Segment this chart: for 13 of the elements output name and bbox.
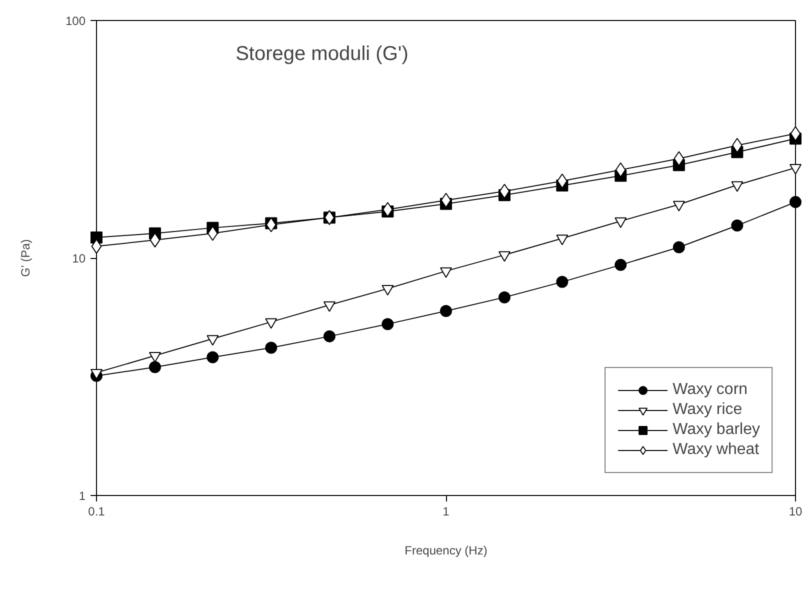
y-tick-label: 10 — [72, 252, 86, 266]
x-tick-label: 10 — [788, 504, 802, 518]
text: Storege moduli (G') — [236, 42, 408, 65]
legend-label: Waxy barley — [672, 421, 760, 439]
legend-label: Waxy wheat — [672, 441, 760, 459]
x-tick-label: 1 — [442, 504, 450, 518]
y-tick-label: 100 — [65, 14, 86, 28]
x-axis-title: Frequency (Hz) — [404, 544, 488, 558]
legend-label: Waxy corn — [672, 381, 748, 399]
y-axis-title: G' (Pa) — [18, 239, 32, 277]
y-tick-label: 1 — [78, 489, 86, 503]
x-tick-label: 0.1 — [88, 504, 106, 518]
legend-label: Waxy rice — [672, 401, 742, 419]
